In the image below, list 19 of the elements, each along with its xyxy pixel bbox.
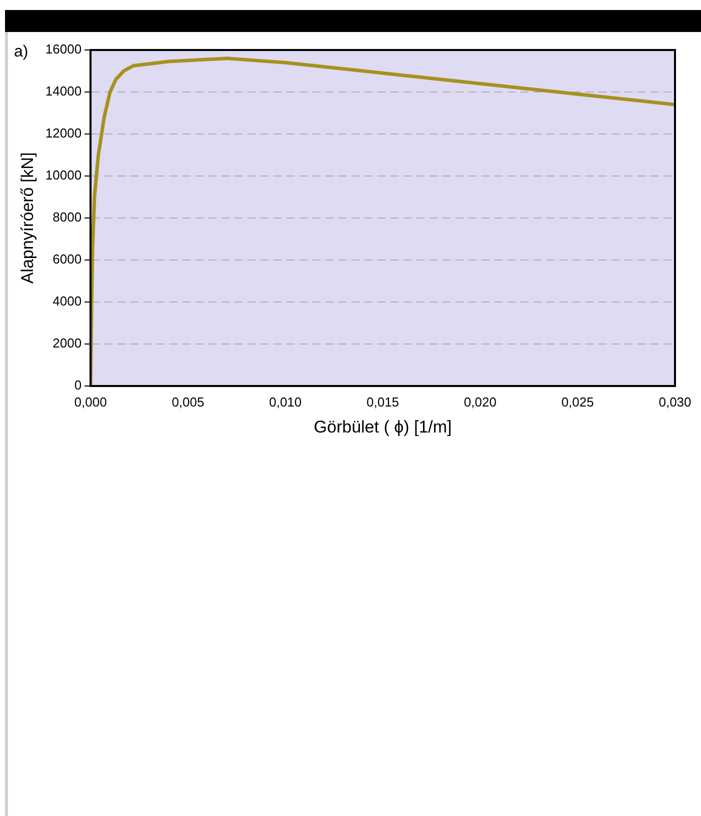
y-tick-label: 14000 xyxy=(45,84,82,99)
x-tick-label: 0,015 xyxy=(366,394,400,410)
text: a) xyxy=(14,43,28,60)
y-tick-label: 8000 xyxy=(52,210,82,225)
x-tick-label: 0,020 xyxy=(464,394,496,410)
y-tick-label: 2000 xyxy=(52,336,82,351)
y-tick-label: 10000 xyxy=(45,168,82,183)
x-tick-label: 0,005 xyxy=(172,394,204,410)
x-tick-label: 0,030 xyxy=(658,394,692,410)
y-tick-label: 6000 xyxy=(52,252,82,267)
x-tick-label: 0,025 xyxy=(561,394,594,410)
y-tick-label: 12000 xyxy=(45,126,82,141)
y-tick-label: 4000 xyxy=(52,294,82,309)
y-tick-label: 16000 xyxy=(45,42,82,57)
y-axis-title: Alapnyíróerő [kN] xyxy=(18,152,37,284)
x-axis-title: Görbület ( ϕ) [1/m] xyxy=(314,417,452,436)
y-tick-label: 0 xyxy=(74,378,82,393)
x-tick-label: 0,010 xyxy=(269,394,302,410)
x-tick-label: 0,000 xyxy=(74,394,107,410)
